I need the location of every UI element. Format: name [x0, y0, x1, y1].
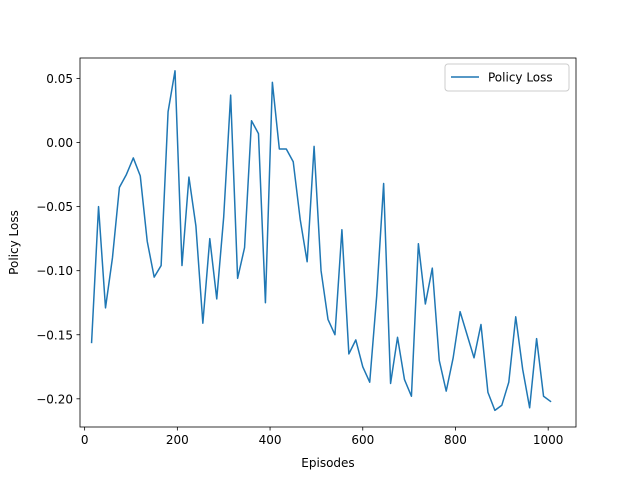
y-tick-label: −0.10 [36, 264, 73, 278]
series-line-policy-loss [90, 70, 552, 412]
x-axis-label: Episodes [301, 456, 354, 470]
y-tick-label: −0.05 [36, 200, 73, 214]
legend-label-policy-loss: Policy Loss [488, 71, 553, 85]
y-tick-label: 0.00 [46, 136, 73, 150]
y-tick-label: −0.15 [36, 328, 73, 342]
y-axis-label: Policy Loss [7, 210, 21, 275]
x-axis-ticks: 0 200 400 600 800 1000 [81, 427, 564, 447]
y-axis-ticks: 0.05 0.00 −0.05 −0.10 −0.15 −0.20 [36, 72, 80, 406]
x-tick-label: 200 [166, 433, 189, 447]
legend-box [444, 63, 570, 92]
x-tick-label: 0 [81, 433, 89, 447]
axes-frame [79, 57, 577, 428]
legend: Policy Loss [444, 63, 570, 92]
y-tick-label: −0.20 [36, 392, 73, 406]
x-tick-label: 400 [259, 433, 282, 447]
x-tick-label: 600 [351, 433, 374, 447]
y-tick-label: 0.05 [46, 72, 73, 86]
plot-area [79, 57, 577, 428]
x-tick-label: 800 [444, 433, 467, 447]
x-tick-label: 1000 [533, 433, 564, 447]
